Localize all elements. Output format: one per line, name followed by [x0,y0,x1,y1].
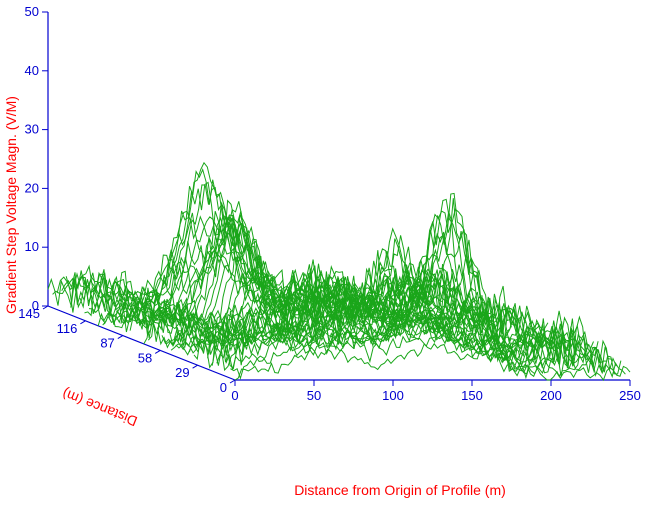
y-tick-label: 58 [138,350,152,365]
y-axis [48,306,235,380]
y-axis-title: Distance (m) [60,386,140,430]
y-tick [230,380,235,383]
y-tick-label: 0 [220,380,227,395]
z-tick-label: 30 [25,122,39,137]
y-tick-label: 29 [175,365,189,380]
y-tick-label: 87 [100,336,114,351]
z-tick-label: 0 [32,298,39,313]
y-tick [193,365,198,368]
x-axis-title: Distance from Origin of Profile (m) [294,482,506,498]
x-tick-label: 200 [540,388,562,403]
x-tick-label: 50 [307,388,321,403]
z-tick-label: 10 [25,239,39,254]
x-tick-label: 100 [382,388,404,403]
surface-wireframe [48,163,630,380]
y-tick [118,336,123,339]
z-tick-label: 40 [25,63,39,78]
z-axis-title: Gradient Step Voltage Magn. (V/M) [3,96,19,314]
x-tick-label: 150 [461,388,483,403]
y-tick-label: 116 [57,321,78,336]
x-tick-label: 250 [619,388,641,403]
x-tick-label: 0 [231,388,238,403]
z-tick-label: 20 [25,180,39,195]
z-tick-label: 50 [25,4,39,19]
y-tick [155,350,160,353]
y-tick [80,321,85,324]
